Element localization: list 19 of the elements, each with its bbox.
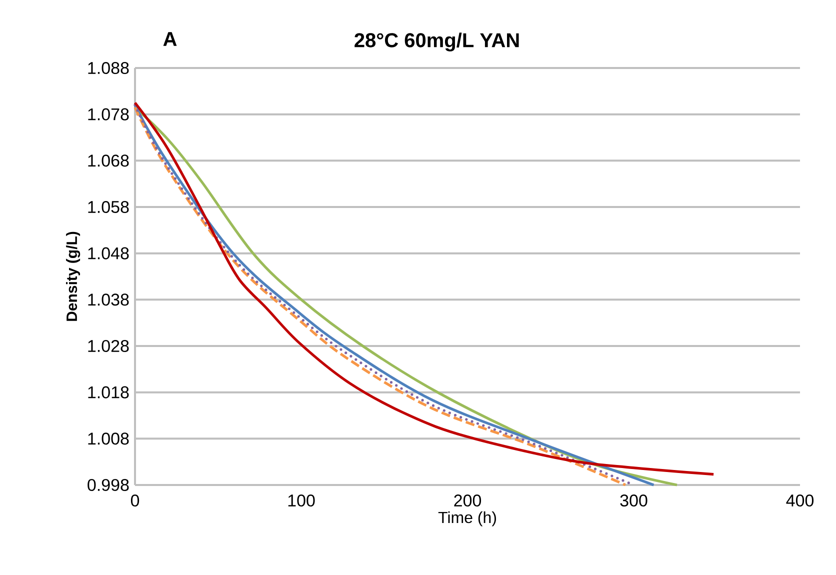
y-tick-label: 1.028 — [88, 340, 129, 352]
chart-title: 28°C 60mg/L YAN — [354, 32, 519, 52]
x-tick-label: 400 — [786, 494, 814, 507]
x-tick-label: 200 — [454, 494, 482, 507]
y-tick-label: 1.058 — [88, 200, 129, 214]
y-tick-label: 1.018 — [88, 386, 129, 398]
y-tick-label: 1.048 — [88, 247, 129, 260]
y-tick-label: 1.078 — [88, 108, 129, 120]
y-tick-label: 0.998 — [88, 478, 129, 492]
y-axis-title: Density (g/L) — [66, 232, 80, 321]
y-tick-label: 1.038 — [88, 294, 129, 306]
y-tick-label: 1.088 — [88, 62, 129, 74]
x-tick-label: 100 — [288, 494, 315, 507]
x-tick-label: 0 — [130, 494, 140, 507]
x-tick-label: 300 — [620, 494, 648, 507]
y-tick-label: 1.008 — [88, 432, 129, 445]
y-tick-label: 1.068 — [88, 154, 129, 167]
x-axis-title: Time (h) — [438, 511, 496, 526]
text: A — [163, 32, 177, 46]
